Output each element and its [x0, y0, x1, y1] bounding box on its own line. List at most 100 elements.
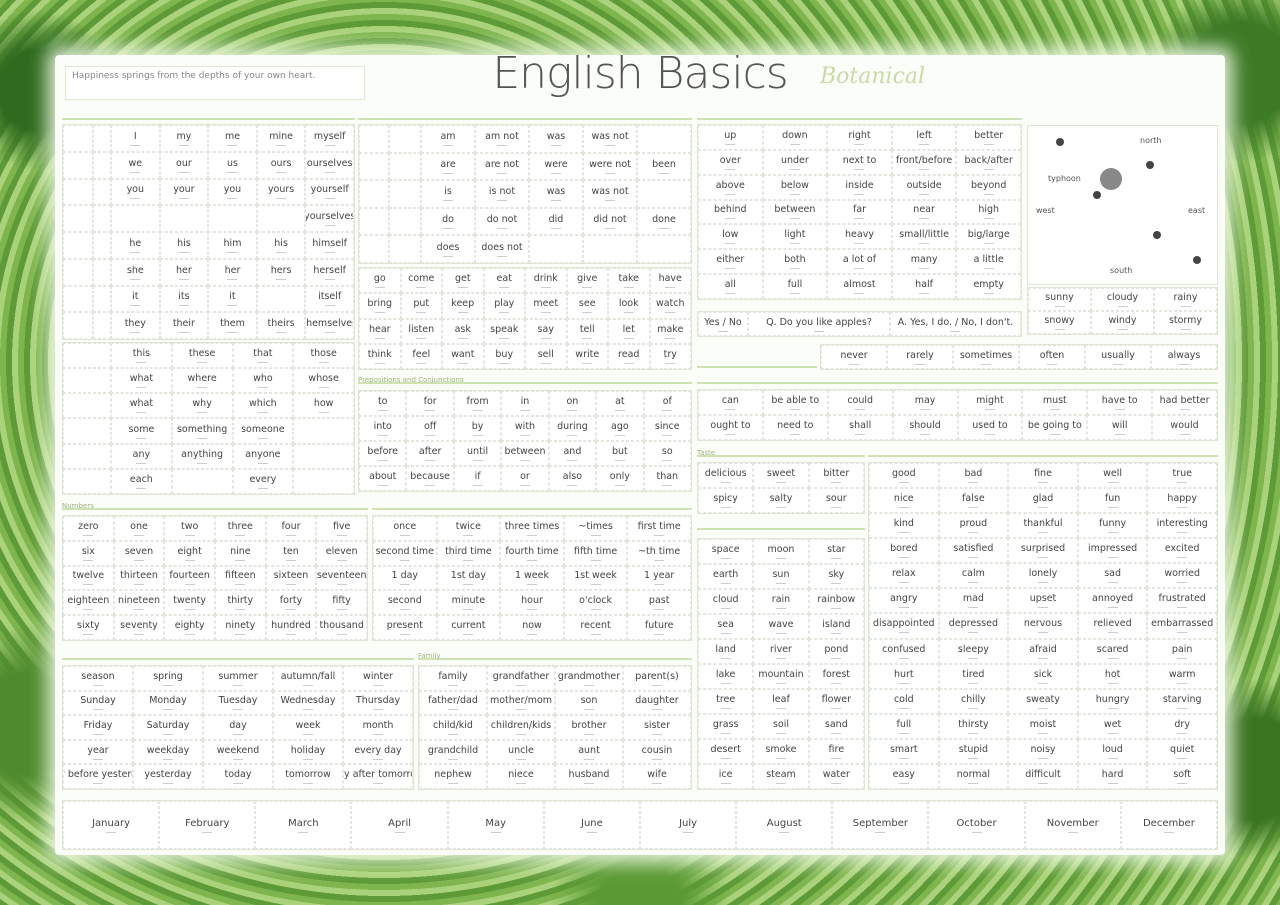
- word-cell: Tuesday: [203, 690, 273, 716]
- word-cell: her: [159, 258, 209, 286]
- word-cell: always: [1151, 345, 1217, 369]
- word-cell: confused: [869, 638, 939, 664]
- weather-table: sunny cloudy rainy snowy windy stormy: [1027, 287, 1218, 335]
- word-cell: pain: [1147, 638, 1217, 664]
- word-cell: take: [608, 268, 650, 294]
- prepositions-table: to for from in on at of into off by with during ago s…: [358, 390, 692, 492]
- time-header: [372, 502, 692, 510]
- word-cell: say: [525, 318, 567, 344]
- word-cell: [63, 258, 93, 286]
- word-cell: because: [406, 466, 454, 491]
- word-cell: empty: [956, 274, 1021, 299]
- word-cell: delicious: [698, 463, 754, 488]
- word-cell: interesting: [1147, 513, 1217, 539]
- map-west: west: [1036, 206, 1055, 215]
- word-cell: play: [483, 293, 525, 319]
- word-cell: far: [827, 199, 892, 225]
- word-cell: Saturday: [133, 715, 203, 740]
- word-cell: cousin: [623, 739, 691, 765]
- word-cell: could: [827, 390, 893, 415]
- word-cell: mine: [256, 125, 306, 152]
- word-cell: [389, 180, 421, 208]
- word-cell: me: [208, 125, 257, 152]
- word-cell: good: [869, 463, 939, 489]
- word-cell: forest: [808, 664, 864, 689]
- word-cell: embarrassed: [1147, 613, 1217, 639]
- word-cell: [93, 178, 111, 206]
- word-cell: see: [566, 293, 608, 319]
- word-cell: speak: [483, 318, 525, 344]
- word-cell: twice: [436, 516, 501, 541]
- word-cell: sweet: [753, 463, 809, 488]
- word-cell: [63, 151, 93, 179]
- word-cell: was: [529, 125, 583, 153]
- typhoon-icon: [1100, 168, 1122, 190]
- word-cell: get: [442, 268, 484, 294]
- word-cell: will: [1087, 415, 1153, 440]
- word-cell: father/dad: [419, 690, 487, 716]
- word-cell: someone: [232, 418, 294, 444]
- word-cell: [63, 393, 111, 419]
- word-cell: ago: [596, 416, 644, 441]
- word-cell: pond: [808, 639, 864, 664]
- word-cell: [63, 418, 111, 444]
- word-cell: first time: [627, 516, 691, 541]
- word-cell: sixteen: [265, 565, 317, 591]
- word-cell: steam: [753, 764, 809, 789]
- word-cell: into: [359, 416, 407, 441]
- word-cell: family: [419, 666, 487, 691]
- months-row: January February March April May June July Augu…: [62, 800, 1218, 850]
- word-cell: [389, 207, 421, 236]
- sun-icon: [1193, 256, 1201, 264]
- family-header: Family: [418, 652, 692, 660]
- word-cell: his: [256, 232, 306, 259]
- word-cell: difficult: [1008, 763, 1078, 789]
- word-cell: fifth time: [563, 540, 628, 566]
- word-cell: between: [762, 199, 828, 225]
- word-cell: wet: [1077, 713, 1148, 739]
- word-cell: thirsty: [938, 713, 1009, 739]
- word-cell: [389, 235, 421, 263]
- word-cell: and: [548, 441, 597, 466]
- word-cell: son: [555, 690, 623, 716]
- word-cell: hard: [1077, 763, 1148, 789]
- word-cell: [359, 235, 389, 263]
- taste-header: Taste: [697, 449, 865, 457]
- word-cell: well: [1077, 463, 1148, 489]
- word-cell: should: [892, 415, 958, 440]
- word-cell: read: [608, 343, 650, 369]
- word-cell: meet: [525, 293, 567, 319]
- word-cell: for: [406, 391, 454, 416]
- word-cell: [93, 205, 111, 232]
- word-cell: have: [649, 268, 691, 294]
- word-cell: anything: [171, 443, 233, 469]
- word-cell: mother/mom: [487, 690, 555, 716]
- word-cell: minute: [436, 590, 501, 616]
- word-cell: nine: [215, 540, 266, 566]
- word-cell: forty: [265, 590, 317, 616]
- word-cell: am: [421, 125, 475, 153]
- word-cell: space: [698, 539, 754, 564]
- word-cell: parent(s): [623, 666, 691, 691]
- word-cell: keep: [442, 293, 484, 319]
- month-cell: May: [447, 801, 544, 849]
- word-cell: year: [63, 739, 133, 765]
- word-cell: drink: [525, 268, 567, 294]
- prepositions-header: Prepositions and Conjunctions: [358, 376, 692, 384]
- word-cell: [93, 258, 111, 286]
- word-cell: Monday: [133, 690, 203, 716]
- word-cell: hundred: [265, 615, 317, 640]
- word-cell: Yes / No: [698, 312, 748, 336]
- word-cell: hear: [359, 318, 401, 344]
- word-cell: grandmother: [555, 666, 623, 691]
- word-cell: of: [643, 391, 691, 416]
- word-cell: what: [111, 368, 172, 394]
- word-cell: cloud: [698, 589, 754, 614]
- word-cell: happy: [1147, 488, 1217, 514]
- word-cell: [63, 178, 93, 206]
- word-cell: Sunday: [63, 690, 133, 716]
- word-cell: afraid: [1008, 638, 1078, 664]
- word-cell: hurt: [869, 663, 939, 689]
- word-cell: bring: [359, 293, 401, 319]
- word-cell: about: [359, 466, 407, 491]
